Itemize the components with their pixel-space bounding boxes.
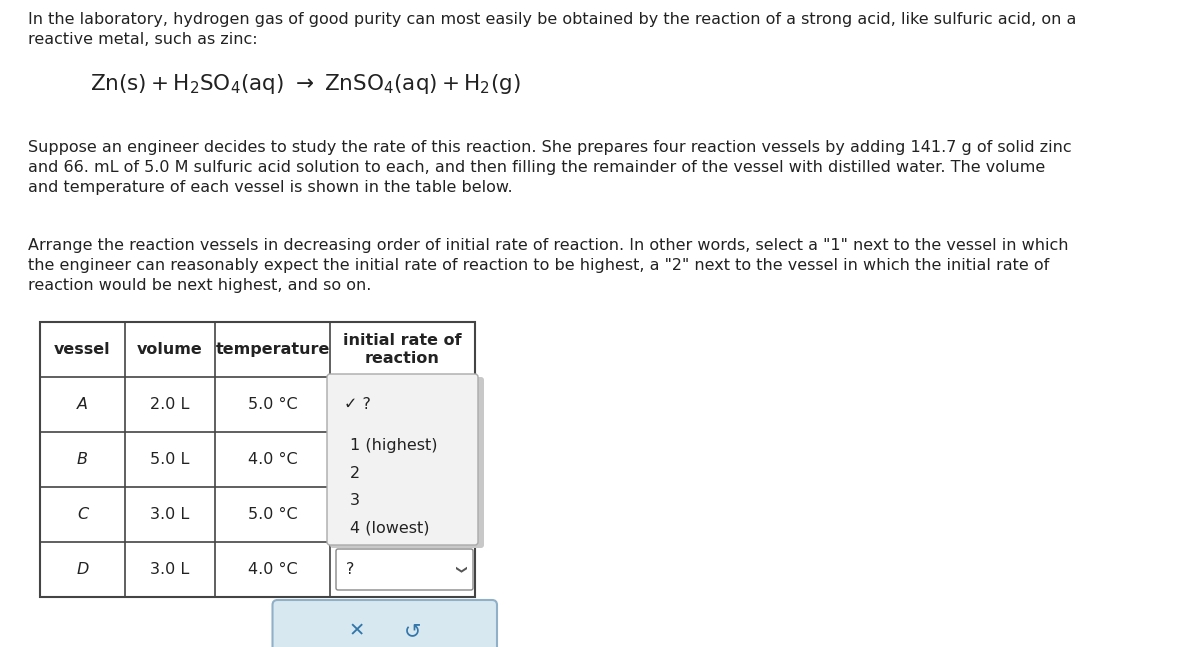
Text: 2.0 L: 2.0 L bbox=[150, 397, 190, 412]
Text: A: A bbox=[77, 397, 88, 412]
Text: ✕: ✕ bbox=[348, 622, 365, 641]
Text: vessel: vessel bbox=[54, 342, 110, 357]
Text: 5.0 L: 5.0 L bbox=[150, 452, 190, 467]
Text: B: B bbox=[77, 452, 88, 467]
Text: 4 (lowest): 4 (lowest) bbox=[350, 521, 430, 536]
Text: 4.0 °C: 4.0 °C bbox=[247, 562, 298, 577]
Bar bbox=[40, 322, 475, 597]
Text: $\mathrm{Zn(s)+H_2SO_4(aq)\ \rightarrow\ ZnSO_4(aq)+H_2(g)}$: $\mathrm{Zn(s)+H_2SO_4(aq)\ \rightarrow\… bbox=[90, 72, 521, 96]
Text: D: D bbox=[77, 562, 89, 577]
Text: 3.0 L: 3.0 L bbox=[150, 507, 190, 522]
Text: C: C bbox=[77, 507, 88, 522]
Text: 2: 2 bbox=[350, 466, 360, 481]
Text: In the laboratory, hydrogen gas of good purity can most easily be obtained by th: In the laboratory, hydrogen gas of good … bbox=[28, 12, 1076, 47]
Text: 5.0 °C: 5.0 °C bbox=[247, 507, 298, 522]
Text: 5.0 °C: 5.0 °C bbox=[247, 397, 298, 412]
Text: 3.0 L: 3.0 L bbox=[150, 562, 190, 577]
FancyBboxPatch shape bbox=[330, 377, 484, 548]
FancyBboxPatch shape bbox=[336, 549, 473, 590]
FancyBboxPatch shape bbox=[326, 374, 478, 545]
Text: 3: 3 bbox=[350, 493, 360, 509]
Text: Arrange the reaction vessels in decreasing order of initial rate of reaction. In: Arrange the reaction vessels in decreasi… bbox=[28, 238, 1068, 292]
Text: ❯: ❯ bbox=[454, 565, 464, 574]
Text: initial rate of
reaction: initial rate of reaction bbox=[343, 333, 462, 366]
Text: Suppose an engineer decides to study the rate of this reaction. She prepares fou: Suppose an engineer decides to study the… bbox=[28, 140, 1072, 195]
Text: ↺: ↺ bbox=[404, 621, 421, 641]
Text: temperature: temperature bbox=[215, 342, 330, 357]
Text: ?: ? bbox=[346, 562, 354, 577]
FancyBboxPatch shape bbox=[272, 600, 497, 647]
Text: ✓ ?: ✓ ? bbox=[344, 397, 371, 412]
Text: volume: volume bbox=[137, 342, 203, 357]
Text: 1 (highest): 1 (highest) bbox=[350, 438, 438, 454]
Text: 4.0 °C: 4.0 °C bbox=[247, 452, 298, 467]
